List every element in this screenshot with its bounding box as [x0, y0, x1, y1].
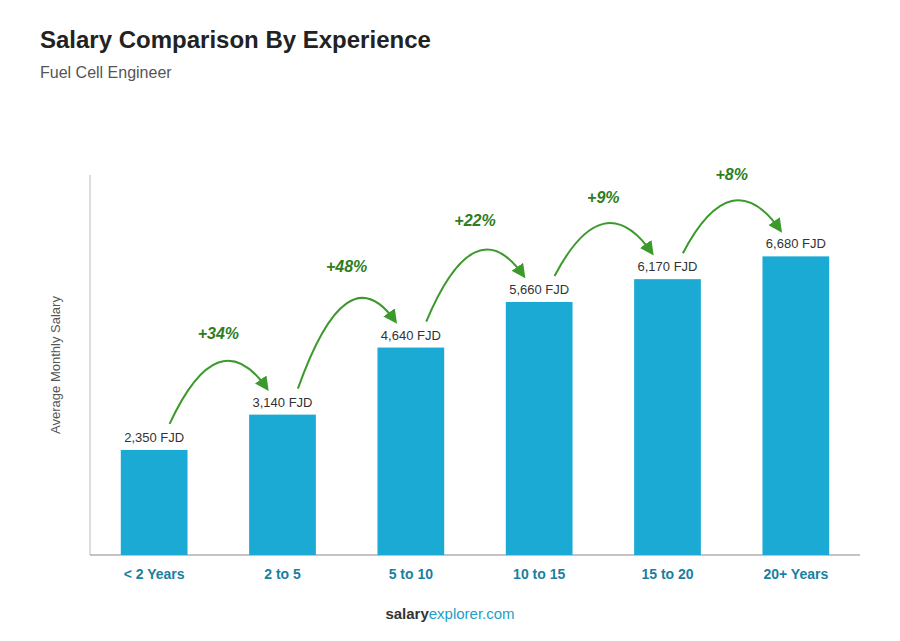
bar [634, 279, 701, 555]
bar [249, 415, 316, 555]
change-label: +22% [454, 212, 495, 229]
chart: Salary Comparison By Experience Fuel Cell… [0, 0, 900, 641]
bars [121, 256, 829, 555]
change-label: +8% [715, 166, 747, 183]
change-arrow [298, 298, 396, 389]
data-label: 6,170 FJD [638, 259, 698, 274]
x-tick-label: < 2 Years [124, 566, 185, 582]
x-tick-label: 10 to 15 [513, 566, 565, 582]
chart-root: Salary Comparison By Experience Fuel Cell… [0, 0, 900, 641]
footer: salaryexplorer.com [385, 605, 514, 622]
data-label: 5,660 FJD [509, 282, 569, 297]
data-label: 3,140 FJD [253, 395, 313, 410]
data-label: 2,350 FJD [124, 430, 184, 445]
x-tick-label: 20+ Years [763, 566, 828, 582]
x-tick-label: 5 to 10 [389, 566, 434, 582]
x-axis-line [90, 555, 860, 556]
x-tick-label: 15 to 20 [641, 566, 693, 582]
title: Salary Comparison By Experience [40, 26, 431, 53]
change-annotations: +34% +48% +22% +9% +8% [170, 166, 781, 424]
bar [506, 302, 573, 555]
y-axis-label: Average Monthly Salary [48, 296, 63, 434]
change-label: +9% [587, 189, 619, 206]
change-label: +48% [326, 258, 367, 275]
data-label: 6,680 FJD [766, 236, 826, 251]
change-arrow [170, 361, 268, 424]
change-arrow [555, 223, 653, 276]
bar [762, 256, 829, 555]
footer-part: explorer.com [429, 605, 515, 622]
change-label: +34% [198, 325, 239, 342]
change-arrow [683, 200, 781, 253]
y-axis-line [90, 175, 91, 555]
x-tick-label: 2 to 5 [264, 566, 301, 582]
change-arrow [426, 250, 524, 322]
footer-part: salary [385, 605, 429, 622]
data-label: 4,640 FJD [381, 328, 441, 343]
bar [377, 348, 444, 555]
bar [121, 450, 188, 555]
subtitle: Fuel Cell Engineer [40, 64, 172, 81]
